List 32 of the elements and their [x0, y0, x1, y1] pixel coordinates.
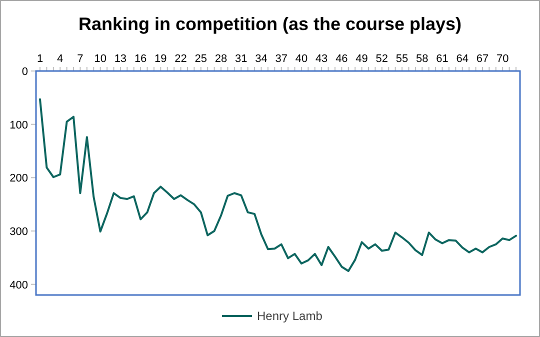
y-tick-label: 300 [10, 226, 28, 238]
x-tick-label: 31 [235, 53, 248, 65]
y-tick-label: 200 [10, 172, 28, 185]
x-tick-label: 25 [194, 53, 208, 65]
chart-title: Ranking in competition (as the course plays) [78, 14, 462, 34]
x-tick-label: 64 [456, 53, 468, 65]
x-tick-label: 70 [496, 53, 509, 65]
x-tick-label: 1 [36, 53, 44, 65]
x-tick-label: 43 [315, 53, 328, 65]
x-tick-label: 22 [174, 53, 187, 65]
y-tick-label: 100 [10, 119, 28, 132]
x-tick-label: 4 [57, 53, 64, 65]
y-tick-label: 400 [10, 279, 28, 292]
legend-label: Henry Lamb [257, 309, 323, 323]
x-tick-label: 52 [376, 53, 388, 65]
x-tick-label: 49 [356, 53, 368, 65]
x-tick-label: 19 [154, 53, 167, 65]
x-tick-label: 16 [134, 53, 147, 65]
x-tick-label: 55 [396, 53, 408, 65]
x-tick-label: 67 [476, 53, 489, 65]
x-tick-label: 58 [416, 53, 428, 65]
x-tick-label: 40 [295, 53, 308, 65]
x-tick-label: 34 [255, 53, 268, 65]
line-series [39, 98, 517, 272]
x-tick-label: 13 [114, 53, 127, 65]
x-tick-label: 46 [336, 53, 348, 65]
y-tick-label: 0 [22, 66, 28, 78]
x-tick-label: 37 [275, 53, 288, 65]
x-tick-label: 61 [436, 53, 448, 65]
x-tick-label: 7 [77, 53, 84, 65]
x-tick-label: 28 [214, 53, 228, 65]
x-tick-label: 10 [94, 53, 106, 65]
